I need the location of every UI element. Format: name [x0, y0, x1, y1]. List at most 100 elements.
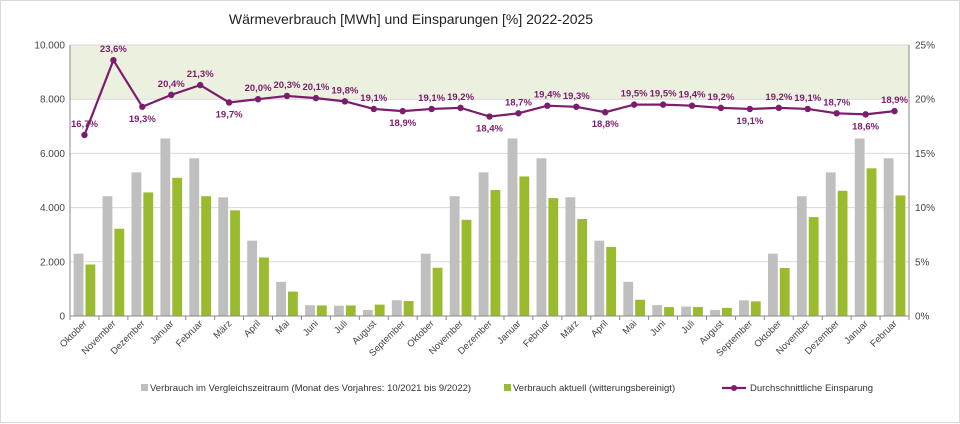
savings-point [746, 105, 754, 113]
bar-vergleich [189, 158, 200, 316]
savings-point [81, 131, 88, 139]
bar-vergleich [247, 240, 258, 316]
bar-aktuell [172, 177, 183, 316]
bar-aktuell [143, 192, 154, 316]
savings-data-label: 18,9% [389, 118, 416, 129]
savings-point [110, 56, 117, 64]
savings-point [602, 109, 609, 116]
y-left-tick-label: 6.000 [40, 149, 65, 160]
bar-vergleich [391, 300, 402, 316]
savings-point [283, 92, 291, 100]
savings-data-label: 19,4% [534, 90, 561, 101]
x-category-label: Juli [332, 318, 350, 336]
savings-point [515, 110, 522, 117]
savings-point [254, 96, 262, 103]
bar-aktuell [808, 217, 819, 316]
bar-aktuell [635, 299, 645, 316]
savings-point [225, 99, 233, 106]
x-category-label: März [212, 318, 235, 341]
x-category-label: Februar [521, 318, 552, 349]
y-right-tick-label: 10% [915, 203, 935, 214]
y-right-tick-label: 5% [915, 257, 930, 268]
x-category-label: Februar [868, 318, 899, 349]
bar-vergleich [218, 197, 229, 316]
bar-vergleich [334, 305, 344, 316]
savings-data-label: 19,2% [447, 92, 474, 103]
y-left-tick-label: 0 [59, 312, 65, 323]
bar-aktuell [403, 301, 414, 316]
bar-vergleich [739, 300, 749, 316]
bar-aktuell [230, 210, 240, 316]
savings-data-label: 19,7% [216, 109, 243, 120]
bar-aktuell [837, 190, 848, 316]
legend-marker-einsparung [731, 385, 737, 391]
savings-data-label: 20,1% [302, 82, 329, 93]
savings-point [544, 102, 551, 109]
savings-data-label: 20,4% [158, 79, 185, 90]
x-category-label: Januar [495, 318, 523, 346]
x-category-label: Januar [148, 318, 176, 346]
y-right-tick-label: 25% [915, 41, 935, 52]
y-left-tick-label: 4.000 [40, 203, 65, 214]
savings-point [486, 113, 493, 120]
x-category-label: März [559, 318, 582, 341]
bar-aktuell [374, 304, 385, 316]
bar-vergleich [73, 253, 84, 316]
legend-label-aktuell: Verbrauch aktuell (witterungsbereinigt) [513, 383, 675, 394]
bar-vergleich [767, 253, 778, 316]
y-right-tick-label: 20% [915, 95, 935, 106]
bar-vergleich [652, 305, 663, 316]
bar-aktuell [895, 195, 906, 316]
y-left-tick-label: 10.000 [34, 41, 65, 52]
chart-title: Wärmeverbrauch [MWh] und Einsparungen [%… [229, 11, 593, 27]
y-left-tick-label: 8.000 [40, 95, 65, 106]
bar-aktuell [201, 196, 212, 316]
savings-data-label: 20,0% [245, 83, 272, 94]
bar-aktuell [664, 307, 674, 316]
savings-point [168, 91, 175, 99]
savings-data-label: 18,6% [852, 121, 879, 132]
savings-data-label: 20,3% [274, 80, 301, 91]
savings-point [630, 101, 638, 108]
y-left-tick-label: 2.000 [40, 257, 65, 268]
savings-data-label: 19,3% [129, 114, 156, 125]
bar-aktuell [577, 218, 588, 316]
bar-vergleich [710, 310, 720, 316]
bar-vergleich [565, 197, 576, 316]
savings-data-label: 19,2% [707, 92, 734, 103]
x-category-label: Juli [679, 318, 697, 336]
bar-aktuell [606, 246, 617, 316]
savings-point [573, 103, 580, 110]
bar-aktuell [316, 305, 327, 316]
savings-data-label: 18,9% [881, 95, 908, 106]
savings-point [862, 111, 869, 118]
savings-data-label: 19,1% [360, 93, 387, 104]
savings-data-label: 19,2% [765, 92, 792, 103]
savings-point [341, 98, 349, 105]
savings-data-label: 18,7% [823, 97, 850, 108]
savings-point [370, 105, 377, 113]
x-category-label: Juni [301, 318, 321, 338]
bar-vergleich [825, 172, 836, 316]
savings-point [399, 107, 406, 115]
x-category-label: Februar [174, 318, 205, 349]
x-category-label: Januar [842, 318, 870, 346]
bar-vergleich [362, 310, 373, 316]
bar-vergleich [507, 138, 518, 316]
savings-point [428, 105, 435, 113]
y-right-tick-label: 15% [915, 149, 935, 160]
bar-aktuell [287, 291, 298, 316]
savings-point [312, 94, 320, 102]
savings-point [457, 104, 464, 112]
bar-aktuell [548, 198, 559, 316]
legend-label-einsparung: Durchschnittliche Einsparung [750, 383, 873, 394]
savings-data-label: 19,5% [621, 89, 648, 100]
bar-vergleich [160, 138, 171, 316]
bar-vergleich [883, 158, 894, 316]
savings-data-label: 16,7% [71, 119, 98, 130]
savings-point [833, 110, 840, 117]
bar-vergleich [102, 196, 113, 316]
savings-point [688, 102, 696, 109]
bar-aktuell [259, 257, 269, 316]
bar-vergleich [594, 240, 605, 316]
